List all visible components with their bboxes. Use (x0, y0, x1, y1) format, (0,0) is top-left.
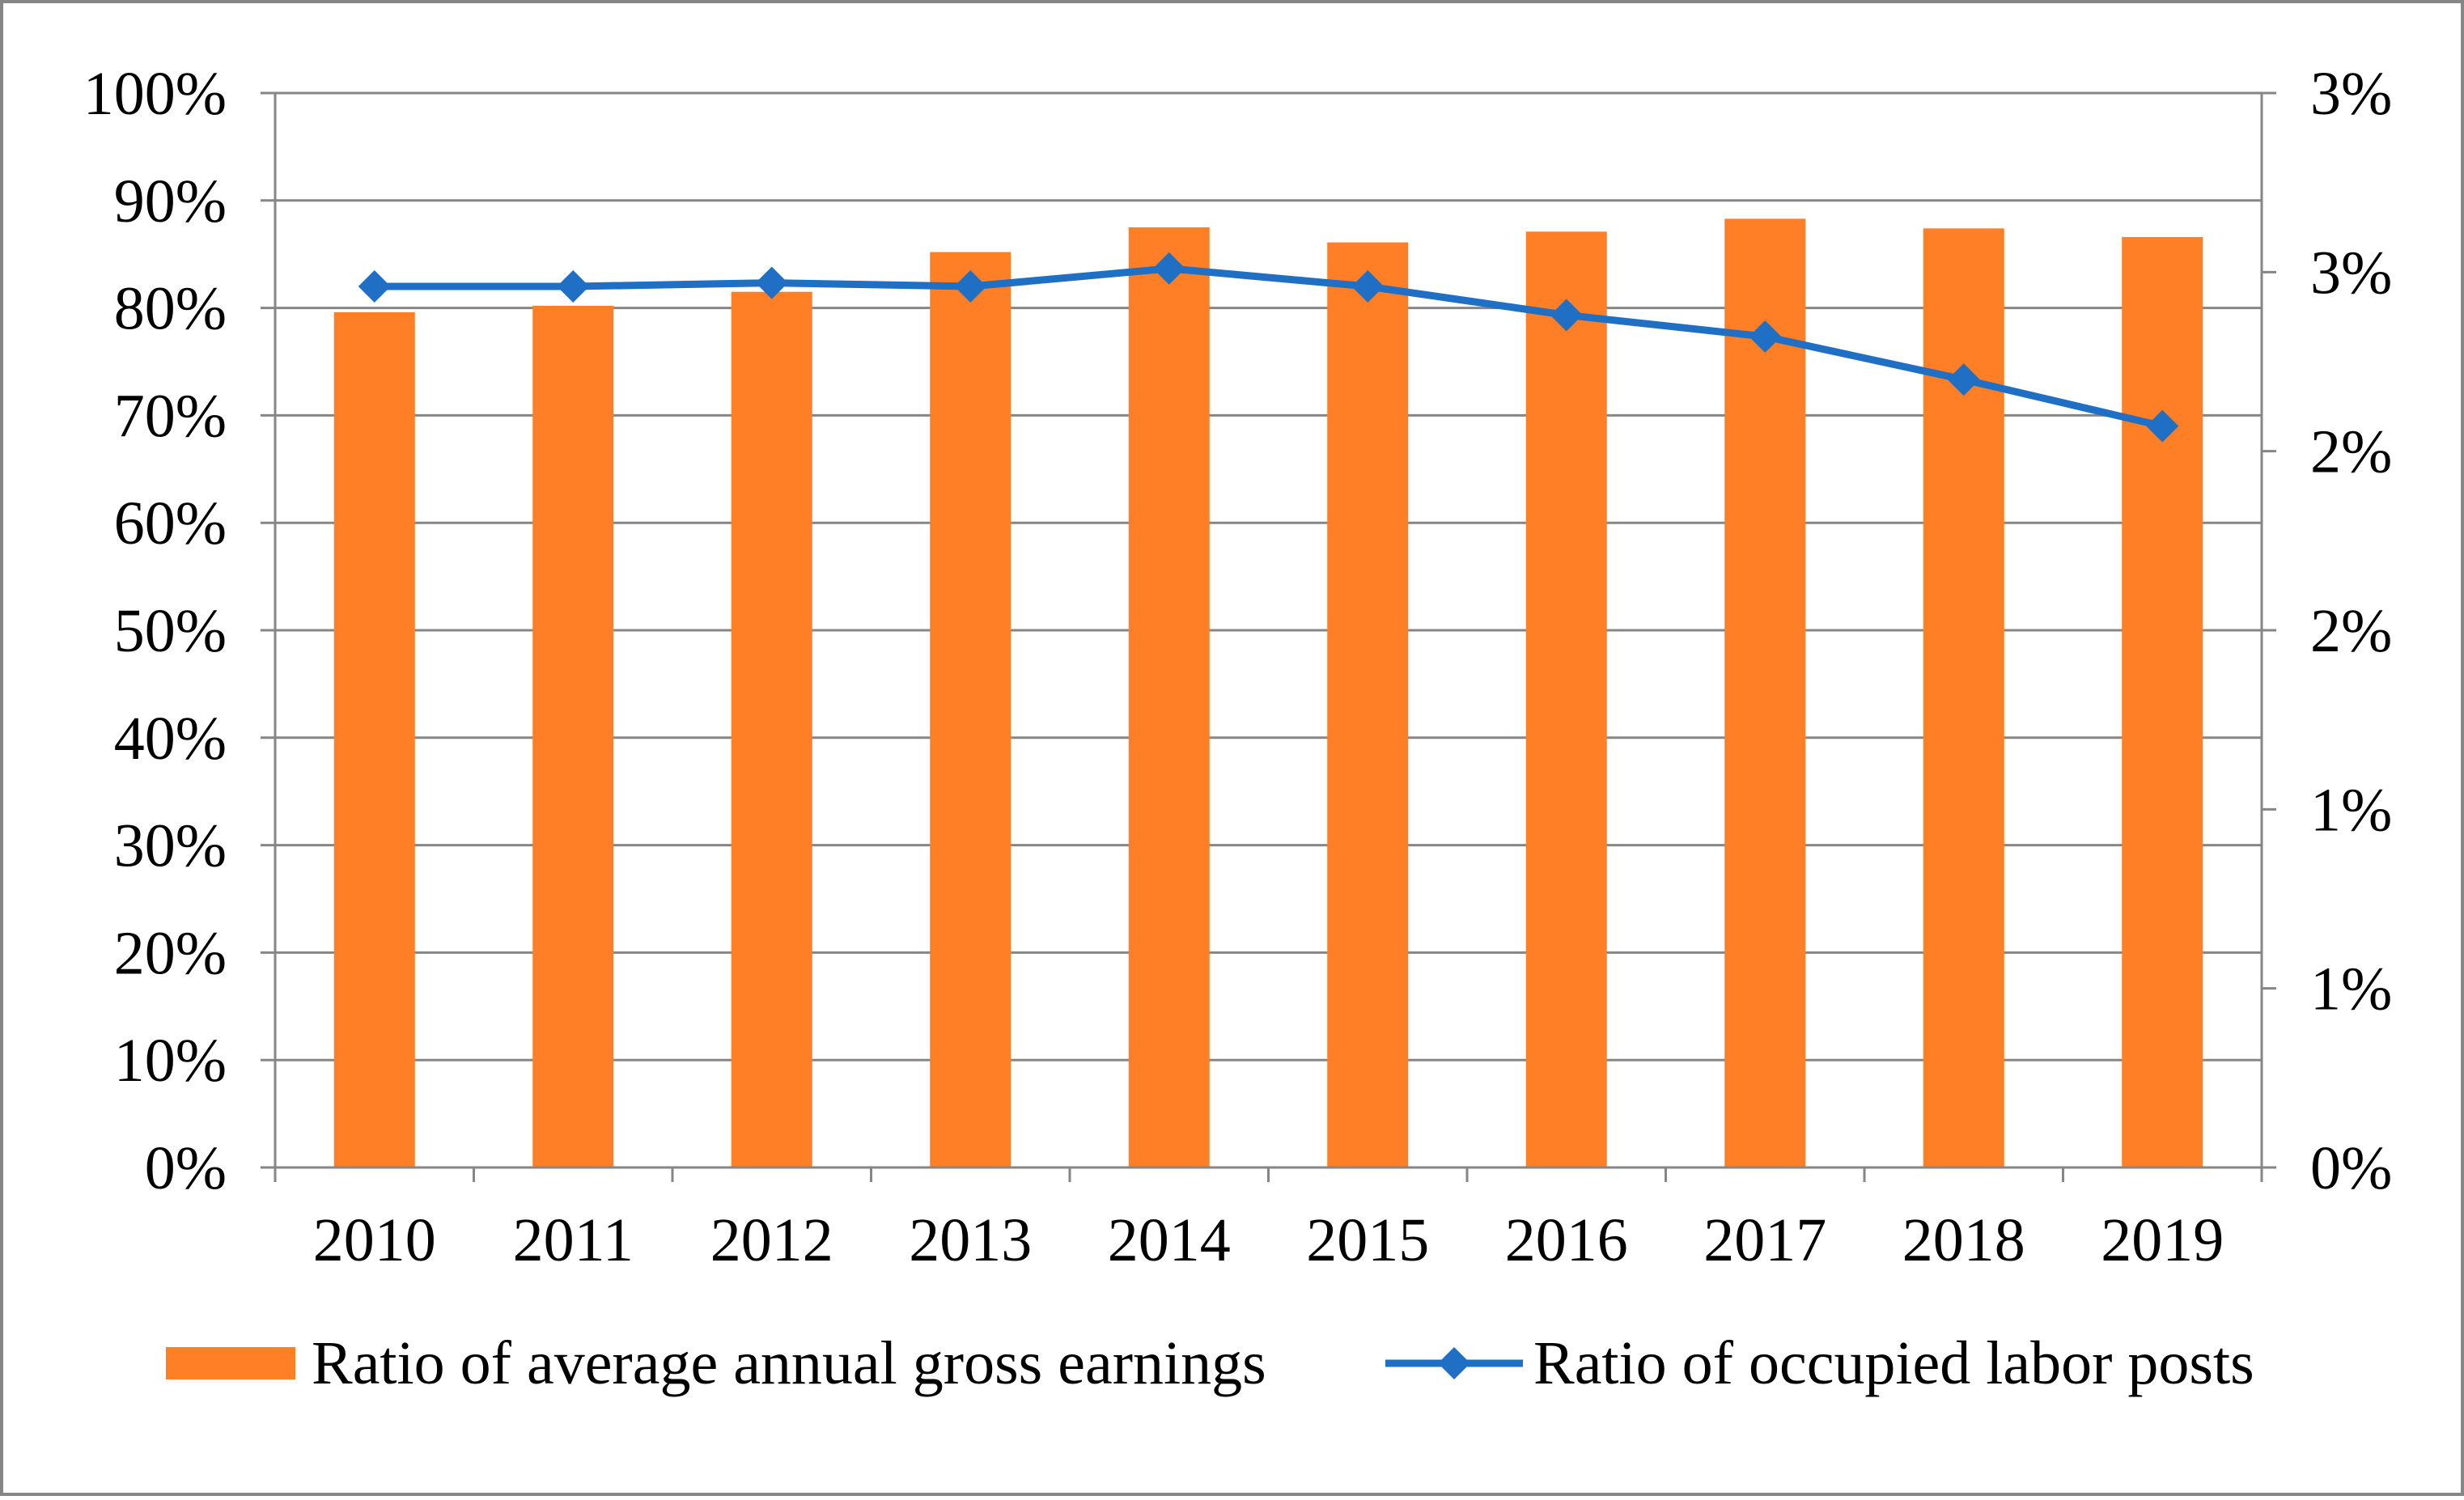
legend-swatch-marker (1438, 1347, 1470, 1379)
x-tick-label-2010: 2010 (313, 1206, 436, 1274)
line-marker-2010 (358, 270, 391, 303)
legend-swatch-bar (166, 1347, 295, 1379)
bar-2017 (1724, 218, 1806, 1168)
x-tick-label-2019: 2019 (2101, 1206, 2224, 1274)
bar-series (333, 218, 2203, 1168)
line-marker-2016 (1550, 299, 1583, 332)
y-right-tick-label: 2% (2310, 418, 2392, 486)
line-marker-2018 (1947, 363, 1980, 396)
y-left-tick-label: 30% (114, 812, 227, 880)
bar-2013 (930, 252, 1011, 1168)
axes (261, 91, 2276, 1182)
y-right-tick-label: 1% (2310, 776, 2392, 844)
y-right-tick-label: 3% (2310, 60, 2392, 128)
y-left-tick-label: 10% (114, 1027, 227, 1095)
y-left-tick-label: 0% (145, 1134, 227, 1202)
line-marker-2015 (1351, 270, 1385, 303)
legend-label-bar: Ratio of average annual gross earnings (312, 1329, 1266, 1397)
y-right-tick-label: 1% (2310, 956, 2392, 1023)
y-left-tick-label: 90% (114, 167, 227, 235)
y-left-tick-label: 20% (114, 919, 227, 987)
y-right-tick-label: 0% (2310, 1134, 2392, 1202)
x-tick-label-2011: 2011 (513, 1206, 634, 1274)
legend-label-line: Ratio of occupied labor posts (1533, 1329, 2254, 1397)
y-right-tick-label: 3% (2310, 239, 2392, 307)
x-tick-label-2012: 2012 (710, 1206, 833, 1274)
x-tick-label-2016: 2016 (1505, 1206, 1628, 1274)
bar-2011 (532, 305, 614, 1168)
line-marker-2013 (954, 270, 987, 303)
x-tick-label-2017: 2017 (1703, 1206, 1826, 1274)
bar-2015 (1327, 242, 1409, 1167)
x-tick-label-2014: 2014 (1108, 1206, 1231, 1274)
x-tick-label-2018: 2018 (1902, 1206, 2025, 1274)
line-marker-2014 (1152, 252, 1185, 285)
bar-2010 (333, 311, 415, 1167)
y-left-tick-label: 40% (114, 705, 227, 773)
line-series (358, 252, 2179, 443)
x-tick-label-2013: 2013 (909, 1206, 1032, 1274)
bar-2012 (731, 291, 812, 1168)
bar-2014 (1128, 227, 1210, 1167)
legend: Ratio of average annual gross earnings Ra… (166, 1329, 2254, 1397)
tick-labels: 0% 10% 20% 30% 40% 50% 60% 70% 80% 90% 100% 0% 1% 1% 2… (83, 60, 2393, 1274)
line-marker-2012 (755, 266, 788, 299)
line-marker-2017 (1749, 320, 1782, 354)
y-left-tick-label: 50% (114, 597, 227, 665)
x-tick-label-2015: 2015 (1306, 1206, 1429, 1274)
bar-2019 (2122, 236, 2203, 1167)
line-occupied-labor-posts (374, 265, 2164, 430)
y-left-tick-label: 80% (114, 275, 227, 343)
line-marker-2011 (557, 270, 590, 303)
y-left-tick-label: 100% (83, 60, 227, 128)
line-marker-2019 (2146, 409, 2179, 443)
y-left-tick-label: 70% (114, 382, 227, 450)
y-right-tick-label: 2% (2310, 597, 2392, 665)
bar-2016 (1525, 231, 1607, 1167)
y-left-tick-label: 60% (114, 489, 227, 557)
